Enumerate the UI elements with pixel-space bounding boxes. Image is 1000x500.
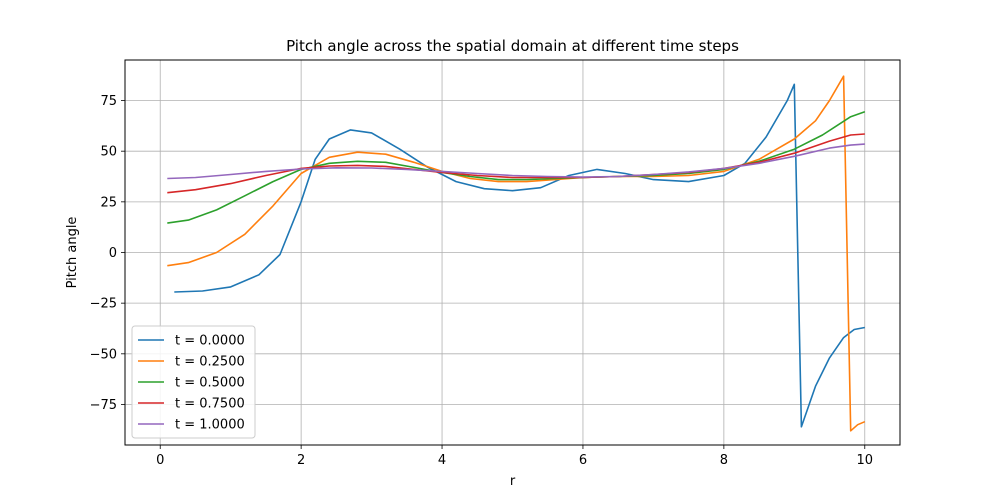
series-line [167,110,866,224]
x-axis-label: r [510,474,516,489]
series-line [167,143,865,180]
series-line [167,75,866,432]
y-tick-label: 0 [109,246,117,261]
x-tick-label: 4 [438,453,446,468]
y-axis-label: Pitch angle [65,217,80,289]
y-tick-label: −25 [90,297,117,312]
legend-label: t = 0.2500 [175,355,245,370]
y-tick-label: 25 [100,195,117,210]
y-tick-label: 50 [100,145,117,160]
y-tick-label: 75 [100,94,117,109]
x-tick-label: 10 [856,453,873,468]
legend-label: t = 0.5000 [175,376,245,391]
series-line [174,83,865,428]
legend-label: t = 0.0000 [175,334,245,349]
series-line [167,133,865,194]
x-tick-label: 8 [720,453,728,468]
chart-title: Pitch angle across the spatial domain at… [286,37,739,55]
x-tick-label: 6 [579,453,587,468]
axis-ticks: 0 2 4 6 8 10 −75 −50 −25 0 25 50 75 [90,94,873,468]
y-tick-label: −75 [90,398,117,413]
grid-lines [125,60,900,445]
x-tick-label: 2 [297,453,305,468]
series-lines [167,75,866,432]
legend-label: t = 0.7500 [175,397,245,412]
legend-box [131,325,256,439]
legend: t = 0.0000 t = 0.2500 t = 0.5000 t = 0.7500… [131,325,256,439]
y-tick-label: −50 [90,347,117,362]
legend-label: t = 1.0000 [175,418,245,433]
x-tick-label: 0 [156,453,164,468]
